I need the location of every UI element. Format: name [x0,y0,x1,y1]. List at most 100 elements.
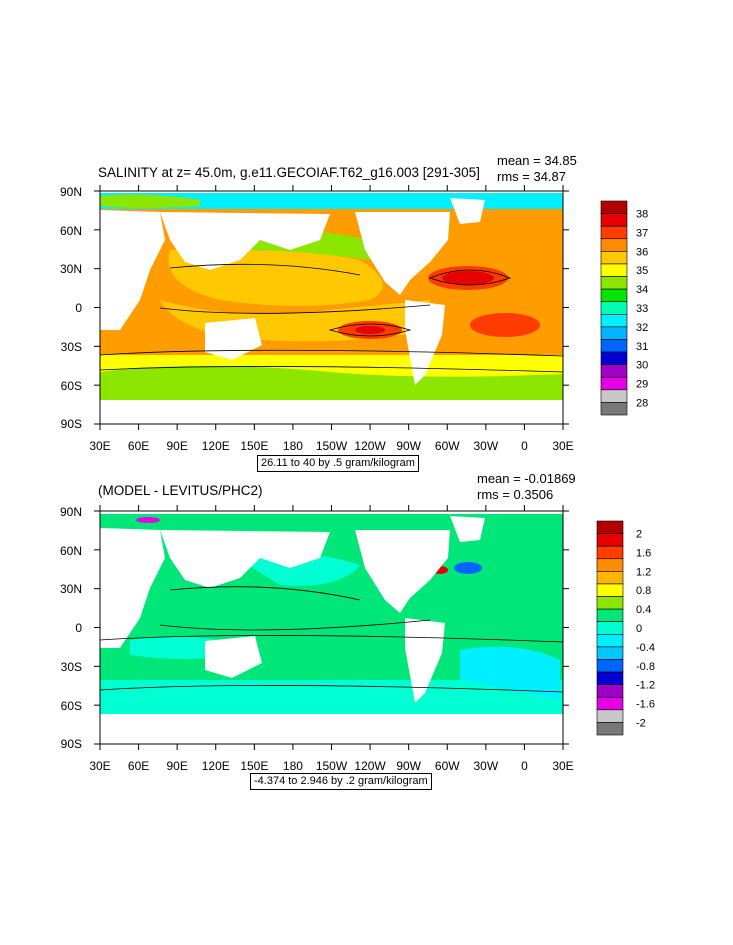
colorbar-swatch [600,351,628,365]
colorbar-label: 35 [636,265,648,277]
colorbar-swatch [596,671,624,685]
mean-value: mean = -0.01869 [477,471,576,486]
mean-value: mean = 34.85 [497,153,577,168]
lon-label: 90W [396,759,421,773]
colorbar-swatch [600,288,628,303]
lat-label: 60S [60,699,82,713]
colorbar-label: 1.6 [636,547,651,559]
colorbar-swatch [596,684,624,698]
colorbar-label: 1.2 [636,566,651,578]
lon-label: 180 [283,759,303,773]
lon-label: 30E [552,439,573,453]
colorbar-swatch [600,402,628,416]
colorbar-swatch [596,583,624,597]
colorbar-swatch [600,339,628,353]
continents [100,516,563,744]
lat-label: 30N [59,582,82,596]
colorbar-label: 31 [636,341,648,353]
rms-value: rms = 34.87 [497,169,567,184]
colorbar-swatch [600,326,628,340]
lon-label: 90E [166,439,187,453]
lat-label: 90S [60,737,82,751]
colorbar-label: 38 [636,209,648,221]
contour-info: -4.374 to 2.946 by .2 gram/kilogram [250,773,432,790]
lon-label: 30E [552,759,573,773]
lon-label: 0 [521,439,528,453]
lon-label: 30W [473,759,498,773]
panel-title: SALINITY at z= 45.0m, g.e11.GECOIAF.T62_… [98,165,480,180]
lat-label: 30S [60,340,82,354]
lon-label: 60W [435,759,460,773]
lon-label: 150W [316,439,348,453]
continents [100,198,563,424]
lat-label: 60S [60,379,82,393]
lon-label: 30W [473,439,498,453]
colorbar-label: 29 [636,379,648,391]
lat-label: 60N [59,224,82,238]
lat-label: 60N [59,544,82,558]
lat-label: 0 [75,621,82,635]
lon-label: 120E [202,439,230,453]
colorbar-swatch [600,364,628,378]
colorbar-swatch [596,533,624,547]
colorbar-label: 0 [636,623,642,635]
colorbar-swatch [596,545,624,560]
lat-label: 90N [59,185,82,199]
lon-label: 60E [128,759,149,773]
colorbar-swatch [600,276,628,290]
lon-label: 90W [396,439,421,453]
colorbar-label: 30 [636,360,648,372]
colorbar-swatch [600,225,628,240]
colorbar-swatch [596,709,624,723]
lon-label: 150E [240,439,268,453]
lon-label: 180 [283,439,303,453]
colorbar-label: 0.4 [636,604,651,616]
colorbar-label: 0.8 [636,585,651,597]
lon-label: 30E [89,439,110,453]
contour-info: 26.11 to 40 by .5 gram/kilogram [257,455,419,472]
colorbar-swatch [600,263,628,277]
colorbar-label: -1.2 [636,680,655,692]
colorbar-swatch [596,646,624,660]
colorbar-label: 36 [636,246,648,258]
lon-label: 120W [354,439,386,453]
colorbar-label: -1.6 [636,699,655,711]
colorbar-swatch [600,376,628,391]
colorbar-swatch [596,633,624,648]
lon-label: 120W [354,759,386,773]
lon-label: 150E [240,759,268,773]
lon-label: 60W [435,439,460,453]
colorbar-swatch [596,696,624,711]
colorbar-swatch [600,301,628,315]
lon-label: 90E [166,759,187,773]
colorbar-swatch [596,571,624,585]
contour-lines [99,586,564,693]
colorbar-swatch [600,389,628,403]
lon-label: 30E [89,759,110,773]
colorbar-swatch [600,213,628,227]
colorbar-swatch [596,558,624,572]
colorbar-swatch [596,722,624,736]
colorbar-label: 34 [636,284,648,296]
colorbar-swatch [596,621,624,635]
colorbar-label: 32 [636,322,648,334]
lon-label: 60E [128,439,149,453]
lat-label: 90N [59,505,82,519]
colorbar-swatch [596,659,624,673]
colorbar-swatch [600,251,628,265]
lon-label: 0 [521,759,528,773]
contour-lines [99,263,564,373]
colorbar-label: 2 [636,529,642,541]
lat-label: 0 [75,301,82,315]
lat-label: 90S [60,417,82,431]
colorbar-label: 37 [636,227,648,239]
colorbar-swatch [600,200,628,214]
lon-label: 120E [202,759,230,773]
lat-label: 30S [60,660,82,674]
colorbar-swatch [596,608,624,623]
